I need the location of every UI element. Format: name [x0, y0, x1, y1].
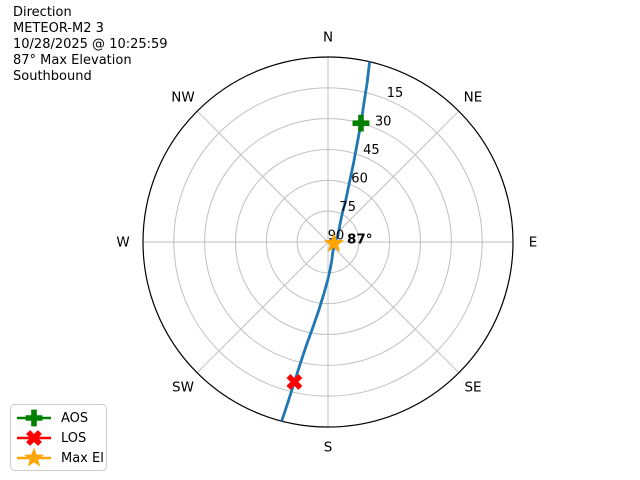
- compass-label-n: N: [323, 30, 333, 46]
- legend: AOS LOS Max El: [10, 404, 107, 471]
- los-legend-marker: [17, 430, 51, 446]
- elevation-tick-label-45: 45: [363, 143, 380, 158]
- elevation-tick-label-60: 60: [351, 172, 368, 187]
- elevation-ring-30: [204, 118, 452, 366]
- max-el-legend-marker: [17, 448, 51, 467]
- pass-info-satellite-name: METEOR-M2 3: [13, 21, 104, 36]
- legend-item-los: LOS: [14, 428, 106, 448]
- compass-label-s: S: [324, 440, 333, 456]
- legend-item-aos: AOS: [14, 408, 106, 428]
- legend-label-max-el: Max El: [61, 450, 104, 466]
- pass-info-max-elevation: 87° Max Elevation: [13, 53, 132, 68]
- legend-marker-glyph: [25, 409, 43, 427]
- elevation-ring-45: [235, 149, 421, 335]
- los-marker: [286, 373, 303, 390]
- legend-label-los: LOS: [61, 430, 87, 446]
- pass-info-direction-label: Direction: [13, 5, 72, 20]
- legend-marker-glyph: [26, 430, 42, 446]
- legend-marker-glyph: [24, 448, 44, 467]
- compass-label-w: W: [116, 235, 129, 251]
- legend-item-max-el: Max El: [14, 448, 106, 468]
- horizon-circle: [142, 56, 514, 428]
- compass-label-e: E: [529, 235, 538, 251]
- elevation-ring-60: [265, 179, 391, 305]
- compass-label-ne: NE: [464, 90, 483, 106]
- elevation-ring-15: [173, 87, 483, 397]
- max-elevation-annotation: 87°: [347, 232, 373, 248]
- compass-label-nw: NW: [171, 90, 194, 106]
- pass-info-block: Direction METEOR-M2 3 10/28/2025 @ 10:25…: [13, 5, 168, 85]
- legend-label-aos: AOS: [61, 410, 89, 426]
- aos-legend-marker: [17, 409, 51, 427]
- elevation-tick-label-75: 75: [340, 200, 357, 215]
- aos-marker: [352, 114, 370, 132]
- elevation-tick-label-15: 15: [387, 86, 404, 101]
- pass-info-datetime: 10/28/2025 @ 10:25:59: [13, 37, 168, 52]
- max-el-marker: [323, 232, 344, 252]
- pass-info-direction-value: Southbound: [13, 69, 92, 84]
- elevation-tick-label-30: 30: [375, 115, 392, 130]
- compass-label-sw: SW: [172, 380, 194, 396]
- compass-label-se: SE: [464, 380, 481, 396]
